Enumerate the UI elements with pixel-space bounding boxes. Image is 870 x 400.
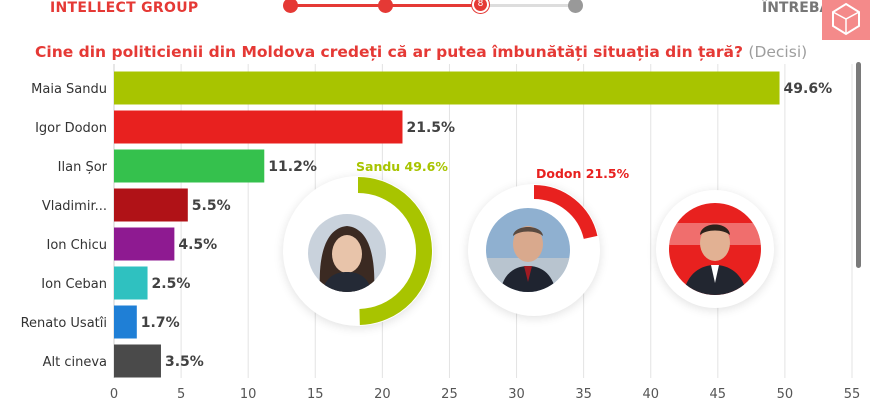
progress-step-1[interactable] [283, 0, 298, 13]
value-label: 2.5% [152, 276, 191, 292]
x-tick-label: 45 [710, 387, 727, 400]
value-label: 3.5% [165, 354, 204, 370]
x-tick-label: 5 [177, 387, 185, 400]
value-label: 49.6% [784, 81, 833, 97]
x-tick-label: 10 [240, 387, 257, 400]
value-label: 1.7% [141, 315, 180, 331]
x-tick-label: 25 [441, 387, 458, 400]
category-label: Maia Sandu [31, 82, 107, 97]
brand-name: INTELLECT GROUP [50, 0, 199, 16]
highlight-label-sandu: Sandu 49.6% [356, 159, 448, 174]
progress-step-2[interactable] [378, 0, 393, 13]
bar[interactable] [114, 344, 161, 378]
category-label: Igor Dodon [35, 121, 107, 136]
x-tick-label: 55 [844, 387, 861, 400]
header: INTELLECT GROUP 8 ÎNTREBĂRI [0, 0, 870, 40]
chart-title-main: Cine din politicienii din Moldova credeț… [35, 43, 743, 61]
portrait-man-icon [486, 208, 570, 292]
x-tick-label: 15 [307, 387, 324, 400]
bar[interactable] [114, 227, 175, 261]
logo-box [822, 0, 870, 40]
bar[interactable] [114, 188, 188, 222]
bar-chart: 0 5 10 15 20 25 30 35 40 45 50 55 Maia Sandu 49.6% Igo… [21, 64, 861, 400]
progress-step-current[interactable]: 8 [472, 0, 489, 13]
category-label: Renato Usatîi [21, 316, 107, 331]
x-tick-label: 40 [642, 387, 659, 400]
bar[interactable] [114, 110, 403, 144]
bar[interactable] [114, 266, 148, 300]
category-label: Ion Chicu [47, 238, 107, 253]
portrait-woman-icon [308, 214, 386, 292]
value-label: 5.5% [192, 198, 231, 214]
bar[interactable] [114, 149, 265, 183]
highlight-badge-sandu[interactable] [283, 176, 433, 326]
value-label: 4.5% [178, 237, 217, 253]
chart-title-sub: (Decisi) [748, 43, 808, 61]
progress-ring-dodon [533, 185, 598, 240]
x-tick-label: 50 [777, 387, 794, 400]
x-tick-label: 30 [508, 387, 525, 400]
category-label: Ion Ceban [41, 277, 107, 292]
chart-title: Cine din politicienii din Moldova credeț… [35, 43, 807, 61]
gem-icon [832, 2, 860, 36]
category-label: Vladimir... [42, 199, 107, 214]
portrait-man-red-background-icon [669, 203, 761, 295]
highlight-badge-sor[interactable] [656, 190, 774, 308]
x-tick-label: 0 [110, 387, 118, 400]
value-label: 11.2% [268, 159, 317, 175]
category-label: Alt cineva [43, 355, 107, 370]
progress-ring-sandu [357, 177, 432, 325]
highlight-label-dodon: Dodon 21.5% [536, 166, 630, 181]
value-label: 21.5% [406, 120, 455, 136]
x-tick-label: 35 [575, 387, 592, 400]
category-label: Ilan Șor [58, 160, 108, 175]
highlight-badge-dodon[interactable] [468, 184, 600, 316]
bar[interactable] [114, 305, 137, 339]
x-tick-label: 20 [374, 387, 391, 400]
scrollbar[interactable] [856, 62, 861, 268]
bar[interactable] [114, 71, 780, 105]
progress-step-4[interactable] [568, 0, 583, 13]
